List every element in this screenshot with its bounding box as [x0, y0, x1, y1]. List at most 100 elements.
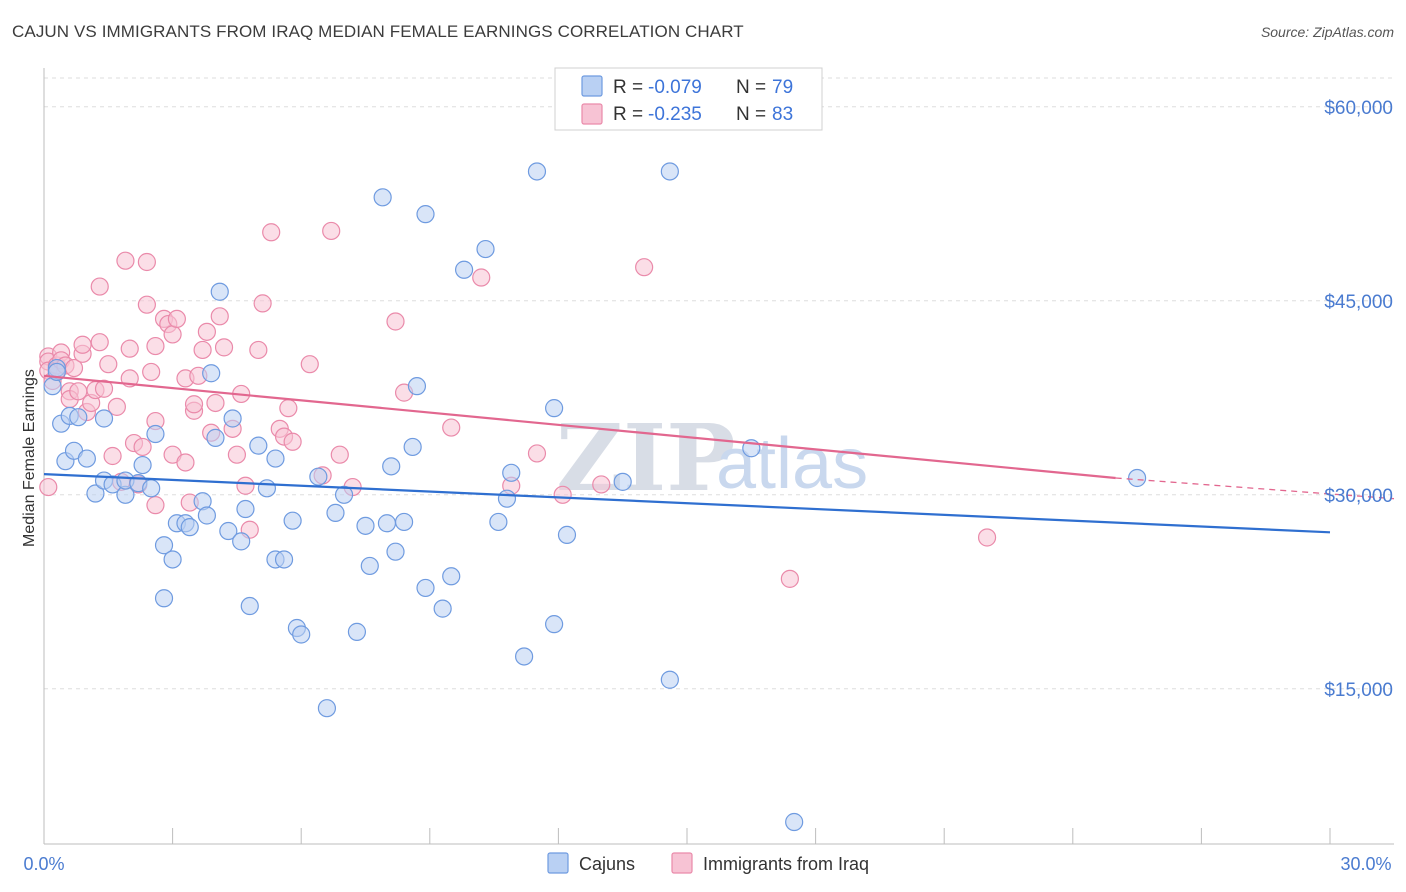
x-tick-label-min: 0.0% — [23, 854, 64, 874]
iraq-point — [262, 223, 281, 242]
iraq-point — [193, 340, 212, 360]
iraq-trend-line — [43, 374, 1116, 480]
cajun-point — [86, 484, 105, 503]
iraq-point — [553, 485, 572, 504]
iraq-point — [116, 251, 135, 270]
x-ticks — [172, 828, 1331, 844]
iraq-point — [107, 397, 126, 416]
iraq-point — [167, 309, 186, 329]
cajun-point — [373, 188, 392, 207]
iraq-point — [253, 294, 272, 313]
cajun-point — [785, 812, 804, 832]
cajun-point — [232, 532, 251, 551]
grid-lines — [44, 77, 1394, 690]
legend-swatch-iraq — [581, 103, 603, 125]
cajun-point — [416, 578, 435, 598]
cajun-point — [223, 409, 242, 428]
cajun-point — [356, 516, 375, 535]
cajun-point — [202, 364, 221, 383]
legend-n-value-cajun: 79 — [772, 77, 793, 98]
bottom-legend-label-iraq: Immigrants from Iraq — [703, 854, 869, 874]
iraq-point — [120, 339, 139, 358]
iraq-point — [103, 446, 122, 466]
cajun-point — [249, 436, 268, 455]
cajun-point — [197, 506, 216, 525]
series-legend: Cajuns Immigrants from Iraq — [547, 852, 869, 874]
cajun-point — [210, 282, 229, 301]
iraq-point — [137, 252, 156, 272]
iraq-point — [184, 395, 204, 414]
iraq-trend-extension — [1115, 477, 1395, 500]
x-tick-label-max: 30.0% — [1340, 854, 1391, 874]
iraq-point — [176, 453, 195, 472]
iraq-point — [300, 355, 319, 374]
iraq-point — [635, 258, 654, 277]
cajun-point — [317, 699, 337, 718]
cajun-point — [660, 670, 679, 689]
trend-lines — [43, 374, 1395, 534]
cajun-point — [545, 399, 564, 418]
iraq-point — [279, 399, 298, 418]
cajun-point — [377, 514, 397, 533]
cajun-point — [236, 499, 255, 519]
cajun-point — [266, 449, 285, 468]
cajun-points — [43, 162, 1147, 832]
cajun-point — [77, 449, 96, 468]
cajun-point — [360, 556, 379, 576]
iraq-point — [94, 379, 114, 398]
iraq-point — [39, 477, 58, 497]
legend-n-label-cajun: N = — [736, 77, 766, 98]
iraq-point — [210, 307, 229, 326]
cajun-point — [309, 467, 328, 486]
legend-swatch-cajun — [581, 75, 603, 97]
iraq-point — [236, 476, 255, 495]
iraq-point — [527, 444, 547, 463]
watermark-zip: ZIP — [556, 404, 735, 512]
legend-n-value-iraq: 83 — [772, 104, 793, 125]
cajun-point — [240, 596, 259, 616]
correlation-legend: R = -0.079 N = 79 R = -0.235 N = 83 — [554, 67, 823, 131]
cajun-point — [545, 615, 564, 634]
cajun-trend-line — [43, 473, 1331, 534]
iraq-point — [249, 340, 268, 360]
y-tick-label: $45,000 — [1324, 292, 1393, 313]
cajun-point — [154, 536, 174, 555]
cajun-point — [442, 567, 461, 586]
cajun-point — [142, 479, 161, 498]
iraq-point — [146, 496, 165, 515]
bottom-legend-label-cajun: Cajuns — [579, 854, 635, 874]
cajun-point — [1127, 468, 1147, 488]
iraq-point — [163, 325, 182, 344]
cajun-point — [394, 512, 414, 532]
iraq-point — [442, 418, 461, 437]
iraq-points — [39, 221, 997, 588]
iraq-point — [90, 333, 109, 352]
y-tick-labels: $15,000 $30,000 $45,000 $60,000 — [1324, 98, 1393, 701]
legend-r-value-cajun: -0.079 — [648, 77, 702, 98]
cajun-point — [326, 503, 345, 523]
cajun-point — [257, 479, 277, 498]
iraq-point — [133, 437, 152, 457]
iraq-point — [283, 432, 302, 451]
iraq-point — [214, 338, 234, 357]
iraq-point — [330, 445, 349, 464]
bottom-legend-swatch-cajun — [547, 852, 569, 874]
cajun-point — [497, 489, 517, 508]
iraq-point — [322, 221, 341, 241]
y-tick-label: $30,000 — [1324, 486, 1393, 507]
legend-r-label-iraq: R = — [613, 104, 643, 125]
cajun-point — [613, 472, 632, 491]
cajun-point — [334, 485, 354, 504]
iraq-point — [146, 336, 165, 356]
iraq-point — [99, 355, 118, 374]
cajun-point — [154, 589, 174, 608]
y-axis-label: Median Female Earnings — [21, 369, 38, 547]
iraq-point — [73, 335, 92, 354]
bottom-legend-swatch-iraq — [671, 852, 693, 874]
cajun-point — [283, 511, 302, 530]
cajun-point — [407, 377, 427, 396]
iraq-point — [227, 445, 246, 464]
watermark-atlas: atlas — [716, 424, 868, 504]
iraq-point — [142, 362, 161, 382]
